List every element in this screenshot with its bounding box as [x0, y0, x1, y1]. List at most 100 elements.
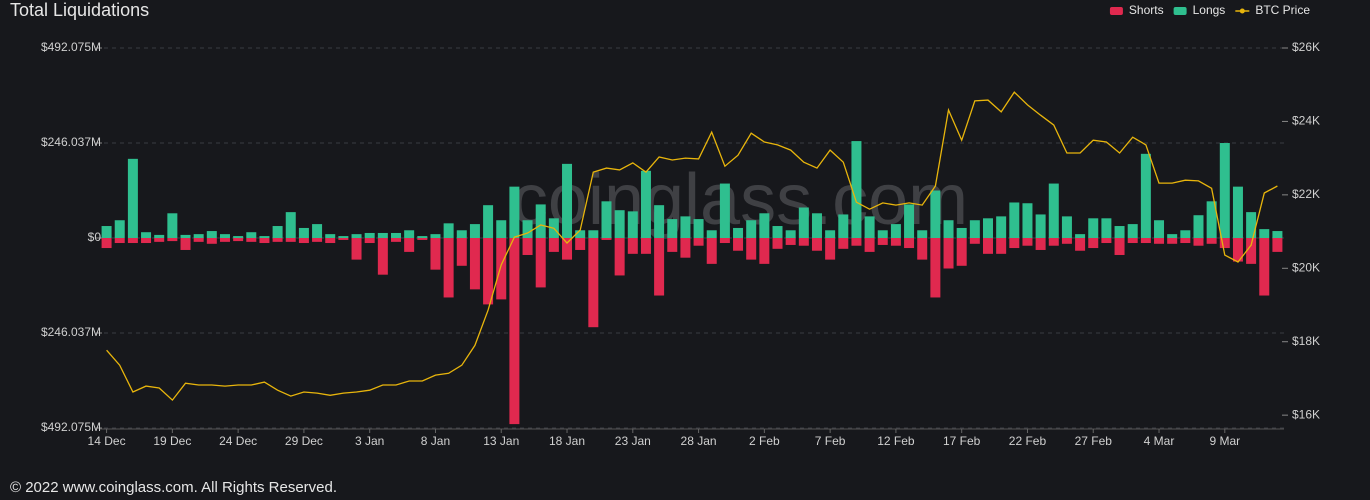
bar	[640, 170, 651, 238]
legend-label[interactable]: BTC Price	[1255, 3, 1310, 17]
bar	[588, 230, 599, 238]
bar	[298, 227, 309, 238]
x-tick-label: 9 Mar	[1209, 434, 1240, 448]
bar	[1088, 218, 1099, 238]
legend-label[interactable]: Longs	[1193, 3, 1226, 17]
y2-tick-label: $18K	[1292, 334, 1320, 348]
x-tick-label: 4 Mar	[1144, 434, 1175, 448]
bar	[759, 213, 770, 238]
bar	[1101, 218, 1112, 238]
bar	[377, 232, 388, 238]
y-tick-label: $246.037M	[41, 135, 101, 149]
bar	[430, 238, 441, 270]
bar	[233, 238, 244, 242]
bar	[548, 238, 559, 252]
y2-tick-label: $22K	[1292, 187, 1320, 201]
bar	[996, 216, 1007, 238]
x-tick-label: 22 Feb	[1009, 434, 1047, 448]
x-tick-label: 17 Feb	[943, 434, 981, 448]
y2-tick-label: $16K	[1292, 407, 1320, 421]
bar	[864, 238, 875, 252]
bar	[1246, 212, 1257, 238]
bar	[838, 238, 849, 249]
bar	[364, 238, 375, 244]
bar	[180, 238, 191, 250]
bar	[1075, 238, 1086, 251]
bar	[1259, 229, 1270, 238]
bar	[1009, 202, 1020, 238]
bar	[1193, 215, 1204, 238]
x-tick-label: 29 Dec	[285, 434, 323, 448]
bar	[706, 238, 717, 264]
bar	[733, 227, 744, 238]
bar	[825, 230, 836, 238]
y-tick-label: $246.037M	[41, 325, 101, 339]
y2-tick-label: $20K	[1292, 260, 1320, 274]
bar	[969, 238, 980, 244]
bar	[351, 238, 362, 260]
bar	[996, 238, 1007, 254]
bar	[312, 238, 323, 242]
bar	[1246, 238, 1257, 264]
bar	[167, 213, 178, 238]
bar	[627, 238, 638, 254]
legend-label[interactable]: Shorts	[1129, 3, 1164, 17]
x-tick-label: 13 Jan	[483, 434, 519, 448]
bar	[1180, 230, 1191, 238]
bar	[1022, 203, 1033, 238]
bar	[1061, 238, 1072, 244]
bar	[680, 238, 691, 258]
x-tick-label: 19 Dec	[153, 434, 191, 448]
bar	[114, 238, 125, 244]
bar	[811, 238, 822, 251]
bar	[1075, 234, 1086, 238]
bar	[759, 238, 770, 264]
bar	[456, 238, 467, 266]
bar	[1154, 220, 1165, 238]
bar	[798, 238, 809, 246]
x-tick-label: 12 Feb	[877, 434, 915, 448]
footer: © 2022 www.coinglass.com. All Rights Res…	[10, 479, 337, 496]
bar	[180, 234, 191, 238]
bar	[1206, 201, 1217, 238]
bar	[496, 238, 507, 300]
bar	[654, 205, 665, 238]
bar	[785, 230, 796, 238]
bar	[838, 214, 849, 238]
x-tick-label: 27 Feb	[1075, 434, 1113, 448]
bar	[1088, 238, 1099, 249]
x-tick-label: 3 Jan	[355, 434, 384, 448]
bar	[469, 224, 480, 238]
bar	[351, 234, 362, 238]
bar	[1061, 216, 1072, 238]
bar	[312, 224, 323, 238]
bar	[338, 238, 349, 240]
bar	[667, 238, 678, 252]
y-tick-label: $492.075M	[41, 420, 101, 434]
bar	[983, 218, 993, 238]
bar	[1114, 238, 1125, 255]
bar	[772, 238, 783, 249]
bar	[1022, 238, 1033, 246]
bar	[917, 238, 928, 260]
bar	[811, 213, 822, 238]
bar	[785, 238, 796, 245]
bar	[1219, 238, 1230, 249]
bar	[575, 238, 586, 250]
bar	[1219, 143, 1230, 238]
bar	[1035, 214, 1046, 238]
bar	[1114, 226, 1125, 238]
bar	[219, 234, 230, 238]
bar	[483, 205, 494, 238]
bar	[904, 204, 915, 238]
bar	[391, 238, 401, 242]
bar	[877, 238, 888, 245]
bar	[404, 238, 415, 252]
bar	[509, 238, 520, 425]
bar	[956, 227, 967, 238]
x-tick-label: 2 Feb	[749, 434, 780, 448]
bar	[930, 190, 941, 238]
bar	[680, 216, 691, 238]
bar	[483, 238, 494, 305]
bar	[1009, 238, 1020, 249]
